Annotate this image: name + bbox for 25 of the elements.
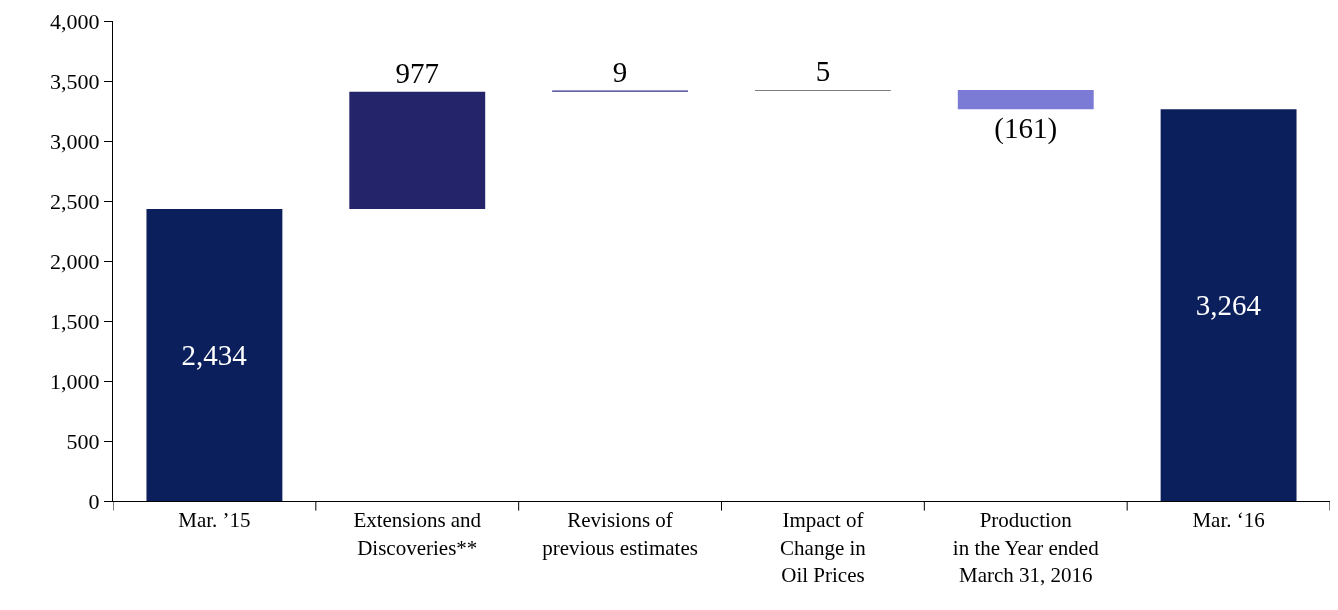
data-label: (161) [994, 112, 1058, 146]
x-tick-label: Production in the Year ended March 31, 2016 [952, 508, 1100, 587]
x-tick-label: Impact of Change in Oil Prices [780, 508, 867, 587]
data-label: 977 [395, 56, 439, 89]
x-tick-label: Mar. ’15 [178, 508, 251, 533]
bar [1160, 109, 1297, 501]
y-tick-label: 0 [88, 488, 100, 514]
x-tick-label: Extensions and Discoveries** [353, 508, 482, 560]
data-label: 9 [612, 55, 628, 88]
bar [349, 91, 486, 209]
y-tick-label: 2,500 [50, 188, 100, 214]
y-tick-label: 1,000 [50, 368, 100, 394]
y-tick-label: 2,000 [50, 248, 100, 274]
data-label: 3,264 [1195, 289, 1262, 322]
bar [957, 90, 1094, 110]
x-tick-label: Mar. ‘16 [1192, 508, 1265, 533]
bar [146, 208, 283, 501]
y-tick-label: 1,500 [50, 308, 100, 334]
y-tick-label: 4,000 [50, 8, 100, 34]
y-tick-label: 3,500 [50, 68, 100, 94]
data-label: 2,434 [181, 338, 248, 371]
y-tick-label: 500 [66, 428, 100, 454]
x-tick-label: Revisions of previous estimates [542, 508, 698, 560]
y-tick-label: 3,000 [50, 128, 100, 154]
data-label: 5 [815, 55, 831, 87]
